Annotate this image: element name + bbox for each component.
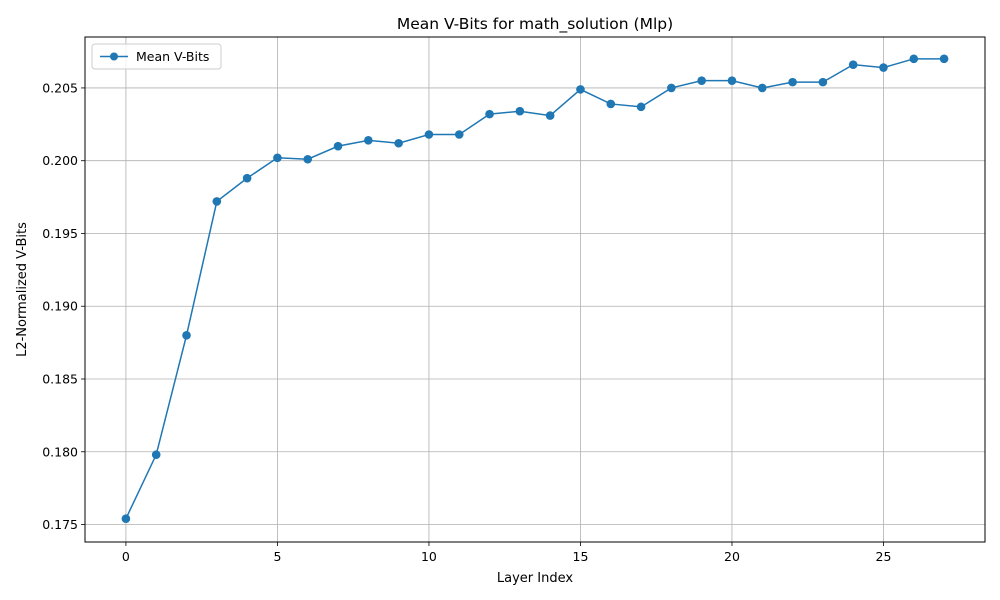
data-point (545, 111, 555, 120)
data-point (939, 54, 949, 64)
y-tick-label: 0.205 (42, 80, 78, 95)
data-point (485, 109, 494, 119)
data-point (788, 77, 797, 87)
legend: Mean V-Bits (91, 43, 222, 70)
y-tick-label: 0.195 (42, 226, 78, 241)
data-point (606, 99, 616, 109)
chart-title: Mean V-Bits for math_solution (Mlp) (397, 15, 673, 34)
data-point (242, 173, 252, 183)
data-point (909, 54, 919, 64)
x-tick-label: 20 (724, 549, 740, 564)
x-tick-label: 15 (573, 549, 589, 564)
data-point (667, 83, 676, 93)
legend-entry-label: Mean V-Bits (136, 49, 209, 64)
x-axis-label: Layer Index (497, 571, 573, 586)
y-tick-label: 0.180 (42, 444, 78, 459)
data-point (212, 197, 222, 206)
y-tick-label: 0.190 (42, 299, 78, 314)
data-point (727, 76, 737, 85)
y-tick-label: 0.200 (42, 153, 78, 168)
x-tick-label: 5 (273, 549, 281, 564)
data-point (697, 76, 706, 85)
data-point (454, 130, 464, 139)
data-point (424, 130, 434, 139)
y-tick-label: 0.185 (42, 372, 78, 387)
data-point (394, 138, 403, 148)
data-point (515, 106, 525, 116)
legend-marker-swatch (110, 52, 118, 61)
axis-ticks: 0 5 10 15 20 25 0.175 0.180 0.185 0.190 0.195 0.200… (42, 80, 891, 564)
grid (85, 37, 985, 542)
data-point (182, 331, 191, 340)
data-point (576, 85, 585, 94)
plot-area-frame (84, 36, 986, 543)
data-point (364, 136, 373, 145)
x-tick-label: 25 (876, 549, 892, 564)
data-point (151, 450, 161, 459)
data-point (757, 83, 767, 93)
x-tick-label: 0 (122, 549, 130, 564)
data-point (273, 153, 282, 163)
data-point (121, 514, 131, 524)
data-point (818, 77, 828, 87)
data-point (636, 102, 646, 112)
legend-box (91, 43, 222, 70)
series-line (125, 58, 945, 520)
y-tick-label: 0.175 (42, 517, 78, 532)
x-tick-label: 10 (421, 549, 437, 564)
series-group (121, 54, 949, 524)
data-point (848, 60, 858, 69)
data-point (879, 63, 888, 72)
data-point (333, 141, 343, 151)
y-axis-label: L2-Normalized V-Bits (15, 222, 30, 357)
data-point (303, 154, 313, 164)
